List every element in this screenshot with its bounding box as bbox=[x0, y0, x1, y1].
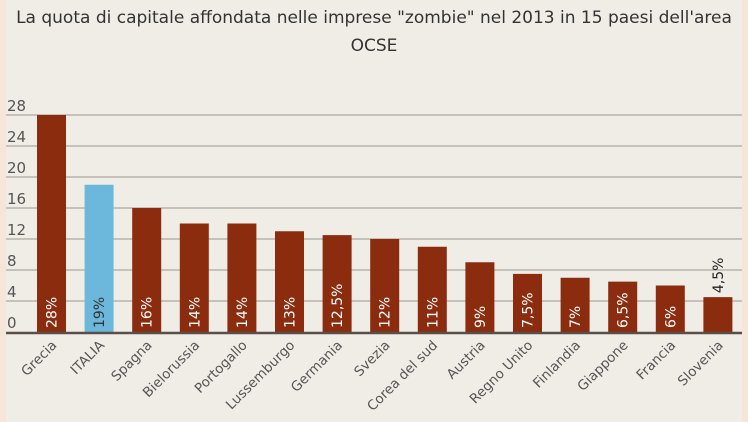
data-label: 7% bbox=[568, 306, 584, 328]
data-label: 11% bbox=[425, 297, 441, 328]
bar-italia bbox=[84, 184, 114, 332]
bar-germania bbox=[322, 235, 352, 332]
y-tick-label: 16 bbox=[7, 190, 26, 208]
bar-francia bbox=[655, 285, 685, 332]
bar-lussemburgo bbox=[275, 231, 304, 332]
chart-title: La quota di capitale affondata nelle imp… bbox=[16, 8, 732, 56]
data-label: 14% bbox=[187, 297, 203, 328]
data-label: 6% bbox=[663, 306, 679, 328]
x-tick-label: ITALIA bbox=[68, 337, 109, 378]
bar-corea-del-sud bbox=[417, 246, 447, 332]
bar-portogallo bbox=[227, 223, 257, 332]
data-label: 7,5% bbox=[521, 292, 537, 328]
x-tick-label: Svezia bbox=[351, 338, 393, 380]
data-label: 6,5% bbox=[616, 292, 632, 328]
data-label: 4,5% bbox=[711, 258, 727, 294]
data-label: 28% bbox=[45, 297, 61, 328]
data-label: 13% bbox=[283, 297, 299, 328]
x-tick-label: Slovenia bbox=[675, 338, 727, 390]
y-tick-label: 24 bbox=[7, 128, 26, 146]
x-tick-label: Germania bbox=[288, 338, 346, 396]
y-tick-label: 8 bbox=[7, 252, 17, 270]
y-tick-label: 28 bbox=[7, 97, 26, 115]
bar-spagna bbox=[132, 208, 162, 332]
bar-finlandia bbox=[560, 277, 590, 332]
bar-slovenia bbox=[703, 297, 733, 332]
y-tick-label: 12 bbox=[7, 221, 26, 239]
bar-austria bbox=[465, 262, 495, 332]
data-label: 16% bbox=[140, 297, 156, 328]
bar-bielorussia bbox=[179, 223, 209, 332]
x-tick-label: Spagna bbox=[108, 338, 155, 385]
y-tick-label: 4 bbox=[7, 283, 17, 301]
bar-regno-unito bbox=[513, 273, 542, 332]
bar-svezia bbox=[370, 239, 400, 332]
data-label: 12,5% bbox=[330, 284, 346, 328]
x-tick-label: Austria bbox=[444, 338, 489, 383]
data-label: 14% bbox=[235, 297, 251, 328]
data-label: 9% bbox=[473, 306, 489, 328]
data-label: 12% bbox=[378, 297, 394, 328]
y-tick-label: 0 bbox=[7, 314, 17, 332]
data-label: 19% bbox=[92, 297, 108, 328]
bar-grecia bbox=[37, 115, 66, 332]
y-tick-label: 20 bbox=[7, 159, 26, 177]
x-tick-label: Francia bbox=[633, 338, 679, 384]
bar-giappone bbox=[608, 281, 638, 332]
x-tick-label: Grecia bbox=[18, 338, 60, 380]
chart-background bbox=[6, 0, 742, 422]
x-tick-label: Giappone bbox=[574, 338, 631, 395]
